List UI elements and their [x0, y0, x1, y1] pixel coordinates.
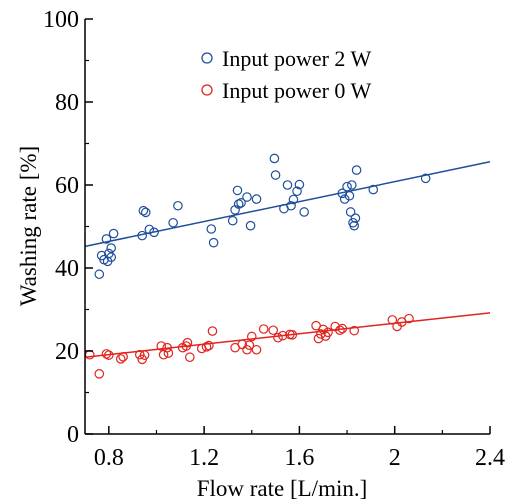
data-point [162, 342, 172, 353]
data-point [323, 327, 333, 338]
data-point [251, 344, 262, 355]
data-point [339, 194, 350, 204]
data-point [268, 325, 279, 336]
data-point [286, 200, 296, 211]
legend-marker [201, 52, 213, 64]
data-point [258, 324, 269, 334]
y-tick-label: 20 [55, 339, 79, 365]
x-tick-label: 1.2 [189, 445, 219, 471]
x-tick-label: 2.4 [475, 445, 505, 471]
series-layer [84, 153, 491, 379]
data-point [227, 215, 238, 226]
data-point [101, 349, 112, 359]
y-tick-label: 100 [43, 7, 79, 33]
data-point [342, 181, 352, 192]
data-point [282, 180, 293, 190]
data-point [168, 217, 178, 228]
legend-label: Input power 2 W [222, 46, 372, 71]
data-point [273, 332, 283, 343]
data-point [368, 184, 379, 195]
data-point [156, 341, 167, 351]
data-point [204, 340, 214, 351]
data-point [337, 323, 348, 334]
y-tick-label: 80 [55, 90, 79, 116]
data-point [237, 339, 248, 350]
data-point [318, 324, 329, 335]
data-point [269, 153, 280, 164]
data-point [106, 252, 117, 263]
data-point [349, 220, 360, 231]
data-point [288, 194, 299, 205]
axes-layer: 0 20 40 60 80 100 0.8 1.2 1.6 2 2.4 [43, 7, 505, 471]
data-point [138, 205, 149, 216]
data-point [292, 186, 302, 197]
data-point [251, 194, 262, 204]
series-input-power-0w [84, 312, 491, 379]
data-point [185, 352, 195, 363]
data-point [108, 228, 119, 239]
x-tick-label: 2 [389, 445, 401, 471]
data-point [101, 234, 112, 244]
legend-label: Input power 0 W [222, 78, 372, 103]
data-point [404, 313, 414, 324]
data-point [316, 329, 326, 339]
data-point [350, 213, 361, 223]
data-point [144, 224, 155, 235]
data-point [134, 349, 145, 360]
legend: Input power 2 W Input power 0 W [201, 46, 372, 103]
data-point [208, 237, 219, 248]
data-point [244, 340, 255, 350]
data-point [115, 354, 126, 364]
x-tick-label: 0.8 [94, 445, 124, 471]
data-point [173, 200, 183, 211]
data-point [349, 325, 360, 336]
data-point [201, 342, 212, 352]
data-point [207, 326, 218, 336]
data-point [104, 350, 114, 360]
legend-marker [201, 84, 213, 96]
data-point [94, 369, 105, 379]
data-point [270, 170, 281, 180]
data-point [118, 352, 128, 362]
x-axis-title: Flow rate [L/min.] [197, 476, 368, 501]
y-tick-label: 60 [55, 173, 79, 199]
data-point [299, 207, 309, 217]
data-point [345, 207, 356, 217]
data-point [242, 192, 252, 202]
data-point [287, 330, 298, 340]
data-point [139, 350, 150, 360]
data-point [206, 224, 217, 234]
data-point [233, 199, 244, 209]
data-point [163, 348, 174, 358]
data-point [387, 315, 398, 325]
data-point [294, 179, 305, 190]
y-tick-label: 0 [67, 422, 79, 448]
y-axis-title: Washing rate [%] [16, 146, 41, 306]
data-point [94, 269, 105, 280]
data-point [149, 227, 159, 238]
data-point [245, 220, 256, 231]
data-point [420, 173, 431, 184]
data-point [347, 180, 357, 190]
data-point [242, 344, 252, 355]
data-point [351, 165, 362, 175]
data-point [344, 190, 355, 201]
data-point [182, 337, 193, 348]
data-point [335, 325, 345, 336]
data-point [140, 207, 151, 218]
data-point [232, 185, 243, 196]
data-point [236, 198, 246, 208]
data-point [106, 243, 117, 253]
data-point [84, 349, 95, 360]
data-point [246, 331, 257, 342]
data-point [137, 230, 147, 241]
y-tick-label: 40 [55, 256, 79, 282]
x-tick-label: 1.6 [284, 445, 314, 471]
data-point [277, 330, 288, 341]
series-input-power-2w [84, 153, 491, 280]
